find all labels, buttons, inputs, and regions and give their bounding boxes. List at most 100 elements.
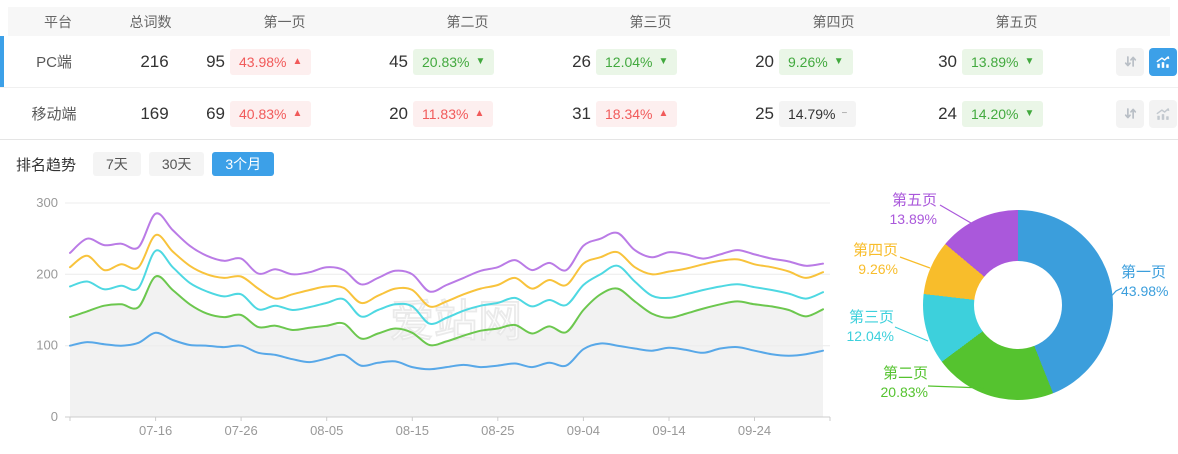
svg-text:08-15: 08-15 [396, 423, 429, 438]
svg-text:09-14: 09-14 [652, 423, 685, 438]
page4-cell: 25 14.79% − [750, 100, 933, 127]
page5-cell: 24 14.20% ▼ [933, 100, 1116, 127]
table-header: 平台 总词数 第一页 第二页 第三页 第四页 第五页 [8, 7, 1170, 36]
col-header-page4: 第四页 [812, 13, 855, 30]
change-badge: 12.04% ▼ [596, 48, 678, 75]
svg-text:300: 300 [36, 195, 58, 210]
svg-text:100: 100 [36, 338, 58, 353]
trend-direction-icon: ▼ [1024, 107, 1035, 119]
page-count-value: 20 [755, 51, 774, 71]
page-count-value: 95 [206, 51, 225, 71]
change-percentage: 13.89% [971, 53, 1019, 70]
pie-slice-percentage: 20.83% [880, 384, 928, 400]
trend-direction-icon: ▼ [475, 55, 486, 67]
row-actions [1116, 99, 1178, 128]
tab-7-days[interactable]: 7天 [93, 152, 141, 176]
change-percentage: 40.83% [239, 105, 287, 122]
svg-text:08-05: 08-05 [310, 423, 343, 438]
pie-slice-name: 第二页 [882, 365, 928, 382]
change-percentage: 14.20% [971, 105, 1019, 122]
pie-slice-name: 第四页 [852, 242, 898, 259]
total-keywords-value: 169 [140, 103, 169, 123]
page-count-value: 24 [938, 103, 957, 123]
trend-direction-icon: ▲ [292, 107, 303, 119]
trend-chart-button[interactable] [1149, 47, 1177, 76]
table-row[interactable]: PC端 216 95 43.98% ▲ 45 20.83% ▼ 26 12.04% ▼ 20 9.26%… [0, 36, 1178, 88]
total-keywords-value: 216 [140, 51, 169, 71]
svg-text:09-24: 09-24 [738, 423, 771, 438]
change-percentage: 14.79% [788, 105, 836, 122]
pie-label-第三页: 第三页 12.04% [847, 309, 894, 345]
sort-arrows-icon [1124, 56, 1136, 67]
page5-cell: 30 13.89% ▼ [933, 48, 1116, 75]
pie-label-第四页: 第四页 9.26% [853, 242, 898, 278]
col-header-page5: 第五页 [995, 13, 1038, 30]
trend-direction-icon: ▲ [474, 107, 485, 119]
pie-slice-name: 第一页 [1121, 264, 1167, 281]
trend-section-title: 排名趋势 [16, 156, 77, 174]
trend-chart-button[interactable] [1149, 99, 1177, 128]
pie-slice-percentage: 13.89% [889, 211, 937, 227]
trend-chart-icon [1156, 55, 1170, 68]
trend-direction-icon: ▼ [833, 55, 844, 67]
page4-cell: 20 9.26% ▼ [750, 48, 933, 75]
trend-section-header: 排名趋势 7天 30天 3个月 [16, 152, 275, 176]
tab-3-months[interactable]: 3个月 [212, 152, 275, 176]
col-header-page1: 第一页 [263, 13, 306, 30]
svg-text:200: 200 [36, 266, 58, 281]
change-badge: 43.98% ▲ [230, 48, 312, 75]
change-percentage: 12.04% [605, 53, 653, 70]
pie-leader-lines [894, 204, 1123, 389]
trend-direction-icon: − [841, 107, 848, 119]
platform-label: PC端 [36, 54, 72, 71]
page-count-value: 20 [389, 103, 408, 123]
tab-30-days[interactable]: 30天 [148, 152, 205, 176]
trend-direction-icon: ▼ [658, 55, 669, 67]
platform-label: 移动端 [31, 106, 77, 123]
trend-direction-icon: ▼ [1024, 55, 1035, 67]
sort-arrows-icon [1124, 108, 1136, 119]
change-badge: 40.83% ▲ [230, 100, 312, 127]
pie-slice-name: 第五页 [891, 192, 937, 209]
pie-label-第二页: 第二页 20.83% [881, 365, 928, 401]
pie-slice-percentage: 9.26% [858, 261, 898, 277]
change-percentage: 11.83% [422, 105, 469, 122]
row-actions [1116, 47, 1178, 76]
change-percentage: 43.98% [239, 53, 287, 70]
sort-button[interactable] [1116, 99, 1144, 128]
pie-label-第五页: 第五页 13.89% [890, 192, 937, 228]
donut-chart[interactable] [923, 210, 1113, 400]
page2-cell: 20 11.83% ▲ [384, 100, 567, 127]
change-badge: 20.83% ▼ [413, 48, 495, 75]
page1-cell: 95 43.98% ▲ [201, 48, 384, 75]
change-percentage: 18.34% [605, 105, 653, 122]
sort-button[interactable] [1116, 47, 1144, 76]
page-count-value: 69 [206, 103, 225, 123]
page-count-value: 45 [389, 51, 408, 71]
pie-slice-percentage: 43.98% [1121, 283, 1169, 299]
page3-cell: 31 18.34% ▲ [567, 100, 750, 127]
svg-text:08-25: 08-25 [481, 423, 514, 438]
page-count-value: 30 [938, 51, 957, 71]
pie-label-第一页: 第一页 43.98% [1121, 264, 1168, 300]
svg-text:0: 0 [51, 409, 58, 424]
change-badge: 13.89% ▼ [962, 48, 1044, 75]
table-row[interactable]: 移动端 169 69 40.83% ▲ 20 11.83% ▲ 31 18.34% ▲ 25 14.79… [0, 88, 1178, 140]
change-badge: 18.34% ▲ [596, 100, 678, 127]
page-count-value: 25 [755, 103, 774, 123]
page-distribution-pie-panel: 第一页 43.98% 第二页 20.83% 第三页 12.04% 第四页 9.26% 第五页 13… [840, 145, 1178, 454]
page1-cell: 69 40.83% ▲ [201, 100, 384, 127]
change-badge: 9.26% ▼ [779, 48, 853, 75]
col-header-page3: 第三页 [629, 13, 672, 30]
change-badge: 14.20% ▼ [962, 100, 1044, 127]
pie-slice-percentage: 12.04% [846, 328, 894, 344]
change-badge: 14.79% − [779, 100, 857, 127]
col-header-platform: 平台 [44, 13, 72, 30]
page3-cell: 26 12.04% ▼ [567, 48, 750, 75]
col-header-total-words: 总词数 [129, 13, 172, 30]
svg-text:07-26: 07-26 [224, 423, 257, 438]
trend-direction-icon: ▲ [292, 55, 303, 67]
change-percentage: 20.83% [422, 53, 470, 70]
